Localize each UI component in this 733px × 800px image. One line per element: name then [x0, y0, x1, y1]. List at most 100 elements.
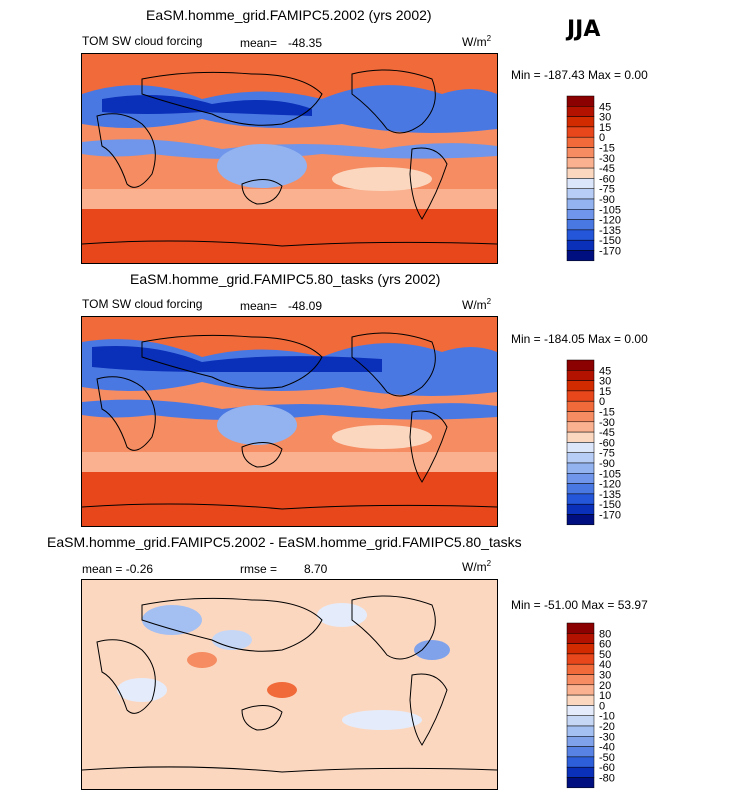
map-coast-australia: [241, 705, 283, 731]
colorbar-tick-label: -120: [599, 479, 621, 491]
panel-2-variable: TOM SW cloud forcing: [82, 297, 203, 311]
colorbar-tick-label: -10: [599, 711, 615, 723]
colorbar-swatch: [566, 503, 595, 515]
colorbar-tick-label: 60: [599, 639, 611, 651]
colorbar-swatch: [566, 643, 595, 655]
panel-3-colorbar: 80 60 50 40 30 20 10 0 -10 -20 -30 -40 -50 -60 -80: [565, 621, 635, 796]
panel-2-units-exp: 2: [486, 297, 492, 306]
panel-1-map-svg: [82, 54, 497, 263]
colorbar-tick-label: -30: [599, 731, 615, 743]
colorbar-swatch: [566, 116, 595, 128]
colorbar-tick-label: -75: [599, 448, 615, 460]
map-coast-south-america: [409, 673, 448, 746]
colorbar-swatch: [566, 390, 595, 402]
colorbar-swatch: [566, 633, 595, 644]
colorbar-swatch: [566, 684, 595, 696]
colorbar-tick-label: 0: [599, 700, 605, 712]
map-coast-north-america: [351, 595, 436, 660]
panel-3-map-svg: [82, 580, 497, 789]
map-diff-blob: [267, 682, 297, 698]
map-cloud-pacific: [332, 167, 432, 191]
map-coast-south-america: [409, 147, 448, 220]
colorbar-swatch: [566, 736, 595, 747]
map-coast-australia: [241, 442, 283, 468]
colorbar-tick-label: 0: [599, 132, 605, 144]
colorbar-tick-label: 45: [599, 101, 611, 113]
map-coast-north-america: [351, 332, 436, 397]
colorbar-swatch: [566, 380, 595, 392]
colorbar-swatch: [566, 188, 595, 200]
colorbar-tick-label: -105: [599, 468, 621, 480]
panel-2-map: [81, 316, 498, 527]
map-coast-australia: [241, 179, 283, 205]
season-label: JJA: [567, 17, 601, 42]
colorbar-tick-label: -75: [599, 184, 615, 196]
map-band-south-mid: [82, 452, 497, 472]
map-diff-blob: [317, 603, 367, 627]
colorbar-tick-label: -40: [599, 742, 615, 754]
map-diff-blob: [142, 605, 202, 635]
colorbar-tick-label: -60: [599, 437, 615, 449]
colorbar-tick-label: -150: [599, 235, 621, 247]
colorbar-swatch: [566, 106, 595, 117]
panel-1-units: W/m2: [462, 34, 491, 49]
colorbar-swatch: [566, 239, 595, 251]
colorbar-tick-label: 45: [599, 365, 611, 377]
panel-3-units-exp: 2: [486, 559, 492, 568]
panel-3-units-text: W/m: [462, 560, 487, 574]
map-cloud-north-core: [92, 346, 382, 372]
panel-2-mean-label: mean=: [240, 299, 278, 313]
map-coast-antarctica: [82, 503, 497, 510]
colorbar-swatch: [566, 157, 595, 169]
map-cloud-north-core: [102, 95, 312, 116]
colorbar-swatch: [566, 653, 595, 665]
panel-2-title: EaSM.homme_grid.FAMIPC5.80_tasks (yrs 20…: [130, 271, 441, 287]
panel-2-units-text: W/m: [462, 298, 487, 312]
colorbar-swatch: [566, 694, 595, 706]
map-band-south-mid: [82, 189, 497, 209]
colorbar-swatch: [566, 622, 595, 634]
panel-1-units-exp: 2: [486, 34, 492, 43]
colorbar-swatch: [566, 462, 595, 474]
panel-1-minmax: Min = -187.43 Max = 0.00: [511, 68, 648, 82]
map-coast-eurasia: [141, 71, 323, 126]
colorbar-swatch: [566, 95, 595, 107]
colorbar-tick-label: -90: [599, 194, 615, 206]
panel-1-mean-value: -48.35: [288, 36, 323, 50]
panel-3-units: W/m2: [462, 559, 491, 574]
colorbar-swatch: [566, 126, 595, 138]
colorbar-tick-label: 80: [599, 628, 611, 640]
colorbar-swatch: [566, 359, 595, 371]
colorbar-swatch: [566, 514, 595, 526]
panel-3-minmax: Min = -51.00 Max = 53.97: [511, 598, 648, 612]
map-cloud-pacific: [332, 425, 432, 449]
panel-1-mean-label: mean=: [240, 36, 278, 50]
colorbar-tick-label: -170: [599, 246, 621, 258]
colorbar-tick-label: -120: [599, 215, 621, 227]
map-coast-antarctica: [82, 766, 497, 773]
colorbar-tick-label: -90: [599, 458, 615, 470]
colorbar-tick-label: -105: [599, 204, 621, 216]
colorbar-swatch: [566, 250, 595, 262]
colorbar-tick-label: -30: [599, 153, 615, 165]
colorbar-tick-label: -45: [599, 427, 615, 439]
panel-3-rmse-label: rmse =: [240, 562, 278, 576]
colorbar-swatch: [566, 493, 595, 505]
map-coast-eurasia: [141, 334, 323, 389]
colorbar-tick-label: -60: [599, 762, 615, 774]
colorbar-tick-label: 15: [599, 386, 611, 398]
colorbar-swatch: [566, 746, 595, 758]
map-coast-north-america: [351, 69, 436, 134]
map-coast-antarctica: [82, 240, 497, 247]
map-diff-blob: [342, 710, 422, 730]
map-band-south: [82, 467, 497, 526]
colorbar-swatch: [566, 483, 595, 495]
colorbar-tick-label: -15: [599, 143, 615, 155]
colorbar-tick-label: -80: [599, 773, 615, 785]
colorbar-tick-label: -45: [599, 163, 615, 175]
colorbar-tick-label: 15: [599, 122, 611, 134]
colorbar-tick-label: -20: [599, 721, 615, 733]
colorbar-swatch: [566, 442, 595, 453]
panel-1-variable: TOM SW cloud forcing: [82, 34, 203, 48]
